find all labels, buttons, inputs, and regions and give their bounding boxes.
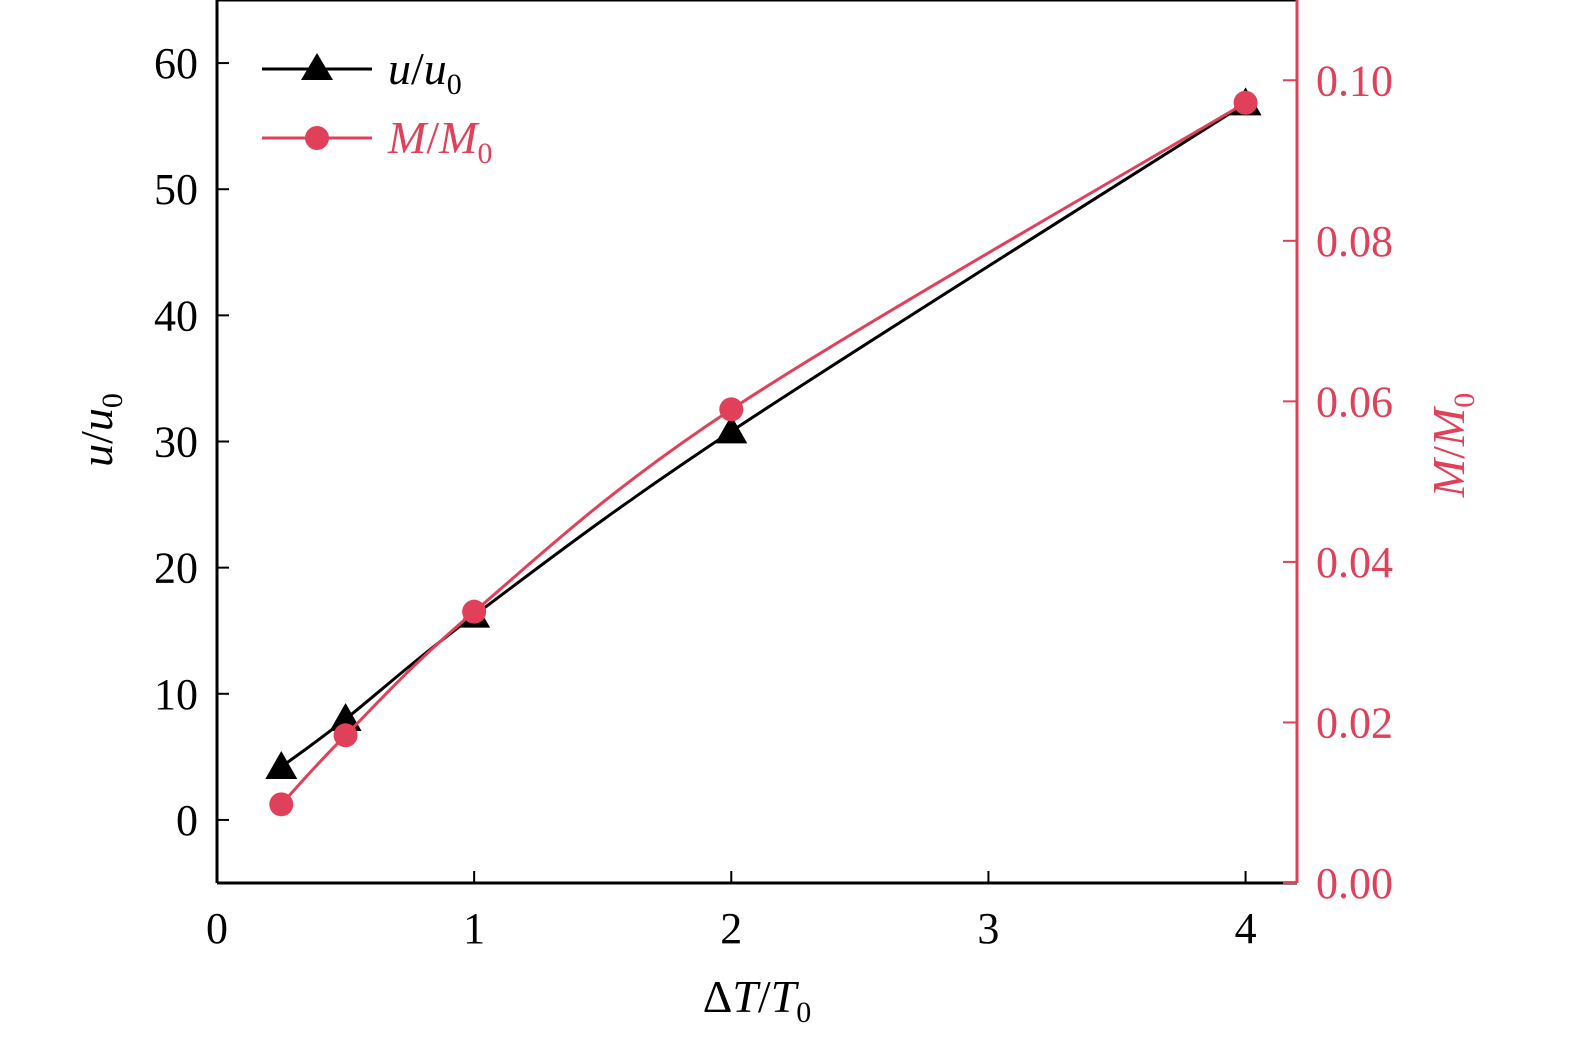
x-tick-label: 0 xyxy=(206,904,228,953)
x-axis-title-var: T xyxy=(732,971,761,1022)
left-axis-ticks: 0 10 20 30 40 50 60 xyxy=(154,39,229,845)
right-axis-ticks: 0.00 0.02 0.04 0.06 0.08 0.10 xyxy=(1283,56,1393,908)
right-tick-label: 0.06 xyxy=(1316,377,1393,426)
right-axis-title: M/M0 xyxy=(1423,393,1481,498)
legend-u-slash: / xyxy=(411,43,424,94)
left-axis-title: u/u0 xyxy=(71,393,129,467)
left-tick-label: 50 xyxy=(154,165,198,214)
series-line xyxy=(280,101,1247,806)
right-tick-label: 0.08 xyxy=(1316,217,1393,266)
right-tick-label: 0.10 xyxy=(1316,56,1393,105)
legend-m-den: M xyxy=(438,112,480,163)
x-axis-title: ΔT/T0 xyxy=(703,971,812,1029)
series-m-over-m0 xyxy=(269,90,1258,817)
circle-marker xyxy=(269,792,294,817)
right-tick-label: 0.00 xyxy=(1316,859,1393,908)
x-axis-title-sub: 0 xyxy=(796,996,811,1029)
legend-u-num: u xyxy=(388,43,411,94)
right-axis-title-den: M xyxy=(1423,405,1474,447)
circle-marker xyxy=(462,599,487,624)
right-axis-title-sub: 0 xyxy=(1448,393,1481,408)
legend: u/u0 M/M0 xyxy=(262,43,492,170)
right-tick-label: 0.04 xyxy=(1316,538,1393,587)
x-axis-title-denom: T xyxy=(771,971,800,1022)
legend-m-slash: / xyxy=(426,112,439,163)
x-tick-label: 2 xyxy=(720,904,742,953)
right-tick-label: 0.02 xyxy=(1316,698,1393,747)
series-u-over-u0 xyxy=(265,87,1262,779)
right-axis-title-slash: / xyxy=(1423,446,1474,459)
legend-triangle-marker xyxy=(301,53,333,80)
circle-marker xyxy=(1233,90,1258,115)
legend-u-sub: 0 xyxy=(447,68,462,101)
legend-m-sub: 0 xyxy=(477,137,492,170)
left-tick-label: 20 xyxy=(154,544,198,593)
plot-frame xyxy=(215,0,1299,885)
legend-item-m: M/M0 xyxy=(262,112,492,170)
x-axis-title-delta: Δ xyxy=(703,971,733,1022)
legend-circle-marker xyxy=(305,126,329,150)
triangle-marker xyxy=(265,750,298,779)
left-tick-label: 0 xyxy=(176,796,198,845)
series-layer xyxy=(265,87,1262,817)
series-line xyxy=(280,102,1247,769)
left-tick-label: 30 xyxy=(154,418,198,467)
triangle-marker xyxy=(329,703,362,732)
right-axis-title-num: M xyxy=(1423,456,1474,498)
left-axis-title-den: u xyxy=(71,408,122,431)
legend-m-num: M xyxy=(387,112,429,163)
left-axis-title-slash: / xyxy=(71,431,122,444)
circle-marker xyxy=(719,397,744,422)
x-tick-label: 1 xyxy=(463,904,485,953)
x-axis-title-slash: / xyxy=(758,971,771,1022)
legend-label-m: M/M0 xyxy=(387,112,492,170)
legend-item-u: u/u0 xyxy=(262,43,462,101)
legend-u-den: u xyxy=(424,43,447,94)
triangle-marker xyxy=(715,415,748,444)
legend-label-u: u/u0 xyxy=(388,43,462,101)
circle-marker xyxy=(333,723,358,748)
x-tick-label: 3 xyxy=(977,904,999,953)
left-tick-label: 40 xyxy=(154,291,198,340)
x-tick-label: 4 xyxy=(1235,904,1257,953)
left-tick-label: 10 xyxy=(154,670,198,719)
left-axis-title-sub: 0 xyxy=(96,393,129,408)
left-tick-label: 60 xyxy=(154,39,198,88)
x-axis-ticks: 0 1 2 3 4 xyxy=(206,871,1257,953)
left-axis-title-num: u xyxy=(71,444,122,467)
